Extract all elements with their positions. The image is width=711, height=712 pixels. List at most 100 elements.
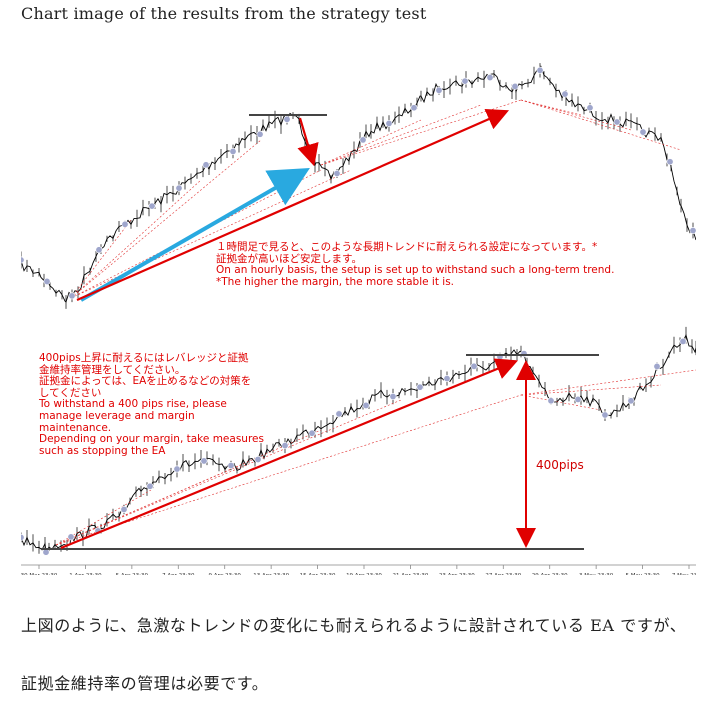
x-tick-label: 30 Mar 23:30 <box>21 573 58 575</box>
position-link <box>320 104 482 166</box>
position-marker <box>67 533 75 541</box>
x-tick-label: 7 May 23:30 <box>672 573 696 575</box>
position-marker <box>333 170 341 178</box>
annotation-bottom-line: manage leverage and margin <box>39 409 195 422</box>
position-marker <box>561 90 569 98</box>
position-marker <box>547 397 555 405</box>
annotation-bottom-line: maintenance. <box>39 421 112 434</box>
position-marker <box>335 410 343 418</box>
annotation-top-line: On an hourly basis, the setup is set up … <box>216 264 615 277</box>
price-line <box>21 65 696 303</box>
range-label: 400pips <box>534 458 586 472</box>
position-marker <box>435 86 443 94</box>
x-tick-label: 1 Apr 23:30 <box>69 573 102 575</box>
paragraph-line-2: 証拠金維持率の管理は必要です。 <box>21 674 269 693</box>
position-marker <box>21 256 25 264</box>
position-marker <box>200 457 208 465</box>
position-marker <box>511 82 519 90</box>
position-marker <box>586 104 594 112</box>
position-marker <box>148 202 156 210</box>
x-tick-label: 5 May 23:30 <box>625 573 660 575</box>
x-tick-label: 13 Apr 23:30 <box>253 573 289 575</box>
strategy-test-figure: 30 Mar 23:30 1 Apr 23:30 5 Apr 23:30 7 Apr … <box>21 60 696 575</box>
position-marker <box>175 184 183 192</box>
annotation-bottom: 400pips上昇に耐えるにはレバレッジと証拠 金維持率管理をしてください。 証… <box>39 352 264 457</box>
annotation-bottom-line: such as stopping the EA <box>39 444 166 457</box>
position-marker <box>256 130 264 138</box>
position-link <box>520 99 682 151</box>
annotation-bottom-line: 400pips上昇に耐えるにはレバレッジと証拠 <box>39 352 249 364</box>
position-marker <box>666 158 674 166</box>
position-marker <box>486 74 494 82</box>
position-link <box>520 99 632 131</box>
position-link <box>70 139 262 299</box>
position-marker <box>639 128 647 136</box>
position-marker <box>359 136 367 144</box>
position-marker <box>68 292 76 300</box>
x-tick-label: 27 Apr 23:30 <box>485 573 521 575</box>
position-link <box>70 219 132 299</box>
page-heading: Chart image of the results from the stra… <box>21 4 427 23</box>
position-marker <box>120 505 128 513</box>
annotation-bottom-line: 証拠金によっては、EAを止めるなどの対策を <box>39 375 252 388</box>
position-marker <box>21 533 25 541</box>
position-marker <box>385 119 393 127</box>
position-marker <box>281 442 289 450</box>
position-link <box>70 179 202 299</box>
position-marker <box>536 66 544 74</box>
position-marker <box>416 383 424 391</box>
position-marker <box>679 337 687 345</box>
position-marker <box>173 465 181 473</box>
position-marker <box>254 455 262 463</box>
trend-arrow-red <box>60 358 519 550</box>
chart-top <box>21 63 696 309</box>
position-marker <box>470 362 478 370</box>
pullback-arrow <box>297 117 319 167</box>
annotation-bottom-line: してください <box>39 386 102 399</box>
price-line <box>21 333 696 554</box>
position-marker <box>283 115 291 123</box>
position-link <box>320 99 522 166</box>
x-tick-label: 15 Apr 23:30 <box>300 573 336 575</box>
annotation-top-line: *The higher the margin, the more stable … <box>216 275 455 288</box>
position-link <box>55 394 522 546</box>
position-marker <box>389 393 397 401</box>
position-marker <box>689 227 696 235</box>
annotation-bottom-line: 金維持率管理をしてください。 <box>39 363 186 376</box>
paragraph-line-1: 上図のように、急激なトレンドの変化にも耐えられるように設計されている EA です… <box>21 616 687 635</box>
position-marker <box>653 362 661 370</box>
annotation-top: １時間足で見ると、このような長期トレンドに耐えられる設定になっています。* 証拠… <box>216 241 615 288</box>
annotation-top-line: 証拠金が高いほど安定します。 <box>216 252 362 265</box>
x-tick-label: 23 Apr 23:30 <box>439 573 475 575</box>
position-marker <box>627 397 635 405</box>
x-tick-label: 7 Apr 23:30 <box>162 573 195 575</box>
trend-arrow-red <box>76 109 510 302</box>
x-tick-label: 5 Apr 23:30 <box>116 573 149 575</box>
x-tick-label: 3 May 23:30 <box>579 573 614 575</box>
position-marker <box>574 395 582 403</box>
position-marker <box>95 246 103 254</box>
chart-bottom: 30 Mar 23:30 1 Apr 23:30 5 Apr 23:30 7 Apr … <box>21 326 696 575</box>
position-link <box>520 384 662 396</box>
position-marker <box>121 220 129 228</box>
position-marker <box>461 77 469 85</box>
position-marker <box>308 429 316 437</box>
annotation-top-line: １時間足で見ると、このような長期トレンドに耐えられる設定になっています。* <box>216 241 598 253</box>
position-marker <box>613 118 621 126</box>
x-tick-label: 21 Apr 23:30 <box>392 573 428 575</box>
annotation-bottom-line: To withstand a 400 pips rise, please <box>39 398 227 411</box>
position-marker <box>43 277 51 285</box>
chart-svg: 30 Mar 23:30 1 Apr 23:30 5 Apr 23:30 7 Apr … <box>21 63 696 575</box>
position-link <box>520 369 696 396</box>
position-marker <box>227 462 235 470</box>
position-marker <box>410 104 418 112</box>
position-marker <box>146 482 154 490</box>
x-tick-label: 19 Apr 23:30 <box>346 573 382 575</box>
position-marker <box>229 147 237 155</box>
position-link <box>55 429 322 546</box>
x-tick-label: 9 Apr 23:30 <box>209 573 242 575</box>
position-marker <box>601 411 609 419</box>
position-marker <box>202 161 210 169</box>
x-tick-label: 29 Apr 23:30 <box>532 573 568 575</box>
trend-arrow-blue <box>80 168 310 302</box>
